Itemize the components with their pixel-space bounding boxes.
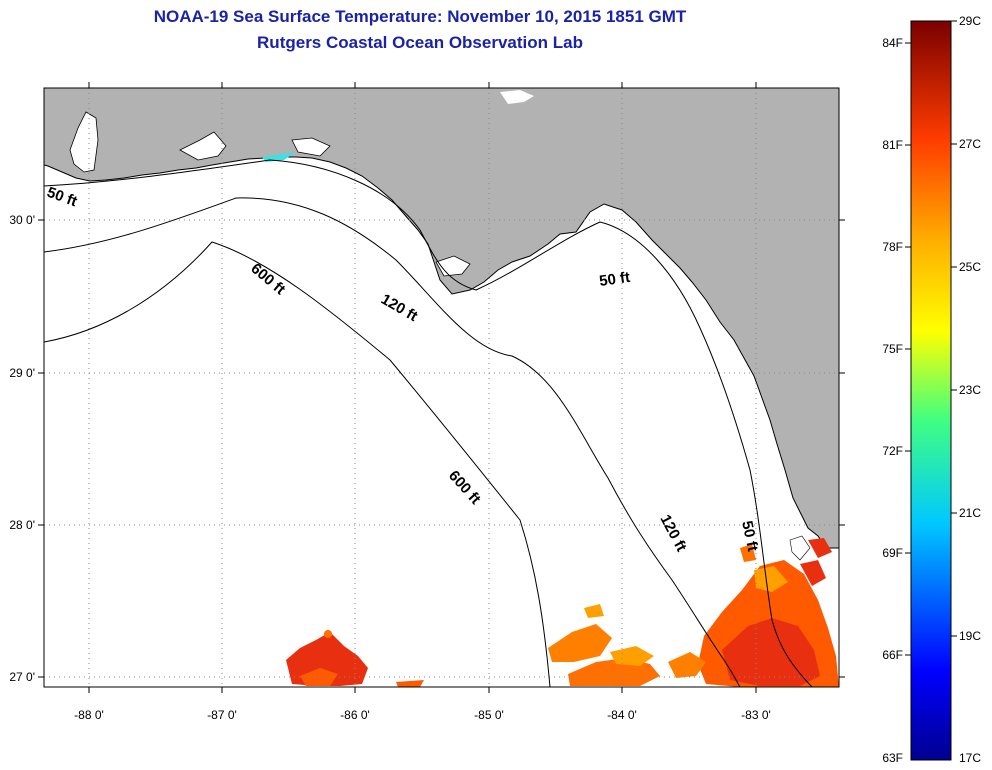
contour-120ft [44,197,741,687]
y-tick-label: 28 0' [9,518,35,532]
colorbar-c-label: 21C [959,506,981,520]
colorbar-c-label: 17C [959,751,981,765]
colorbar-ticks [905,20,957,656]
colorbar-f-label: 63F [882,751,903,765]
x-tick-label: -85 0' [474,708,504,722]
contour-50ft [44,159,813,687]
x-tick-label: -83 0' [741,708,771,722]
colorbar-f-label: 78F [882,240,903,254]
colorbar-c-label: 25C [959,260,981,274]
colorbar-f-label: 75F [882,342,903,356]
map-title: NOAA-19 Sea Surface Temperature: Novembe… [153,7,687,26]
colorbar-f-label: 81F [882,138,903,152]
colorbar-c-label: 19C [959,629,981,643]
colorbar-f-label: 72F [882,444,903,458]
colorbar-f-label: 84F [882,36,903,50]
sst-patch-southeast [698,538,839,687]
x-tick-label: -84 0' [607,708,637,722]
x-tick-label: -86 0' [340,708,370,722]
x-tick-label: -88 0' [74,708,104,722]
cool-water-patch [262,152,296,162]
x-tick-label: -87 0' [207,708,237,722]
tampa-bay [789,535,811,561]
mobile-bay [69,111,99,173]
map-subtitle: Rutgers Coastal Ocean Observation Lab [257,33,583,52]
colorbar-f-label: 66F [882,648,903,662]
y-tick-label: 30 0' [9,213,35,227]
y-tick-label: 29 0' [9,366,35,380]
land-mass [44,88,839,549]
contour-600ft [44,241,551,687]
map-frame [43,87,840,688]
sst-patch-south-central [396,604,706,687]
inland-lake [500,90,534,104]
choctawhatchee-bay [291,137,331,157]
colorbar-c-label: 23C [959,383,981,397]
colorbar-c-label: 27C [959,137,981,151]
colorbar-f-label: 69F [882,546,903,560]
axis-ticks [38,82,845,693]
pensacola-bay [179,131,227,161]
contour-label-50ft: 50 ft [738,519,761,553]
colorbar [910,20,952,761]
y-tick-label: 27 0' [9,670,35,684]
contour-label-50ft: 50 ft [598,269,631,290]
colorbar-c-label: 29C [959,14,981,28]
